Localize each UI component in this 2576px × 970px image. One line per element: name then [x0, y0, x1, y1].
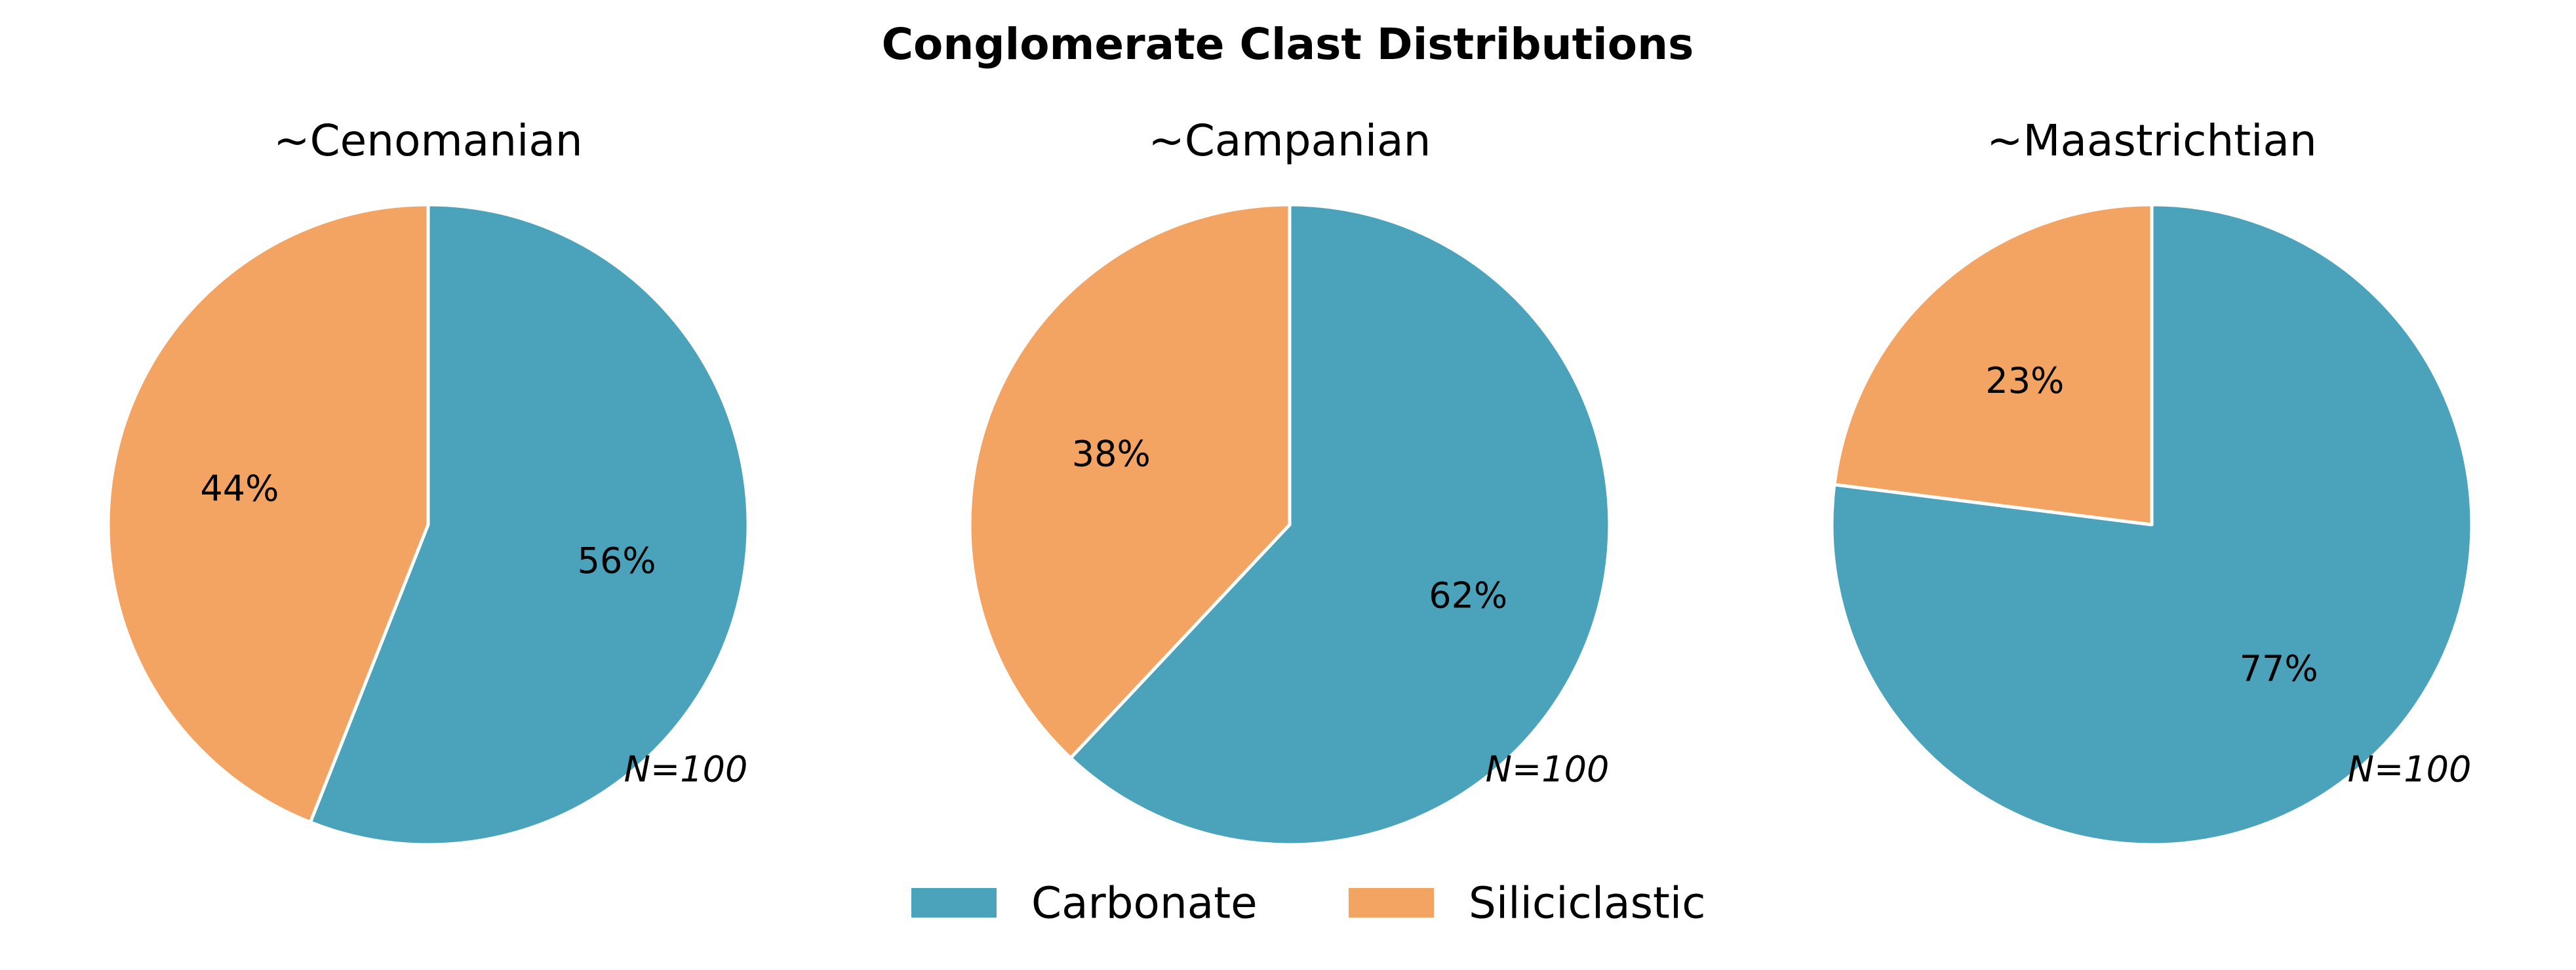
pie-value-label-siliciclastic: 38% [1072, 434, 1151, 475]
sample-size-label: N=100 [624, 749, 748, 790]
pie-title: ~Cenomanian [273, 115, 582, 166]
pie-value-label-siliciclastic: 44% [200, 468, 279, 510]
legend-swatch-siliciclastic [1349, 888, 1434, 918]
pie-slice-carbonate [308, 203, 750, 847]
pie-panel-campanian: ~Campanian 62% 38% N=100 [968, 115, 1612, 847]
legend-label-siliciclastic: Siliciclastic [1469, 878, 1706, 929]
pie-panel-cenomanian: ~Cenomanian 56% 44% N=100 [106, 115, 750, 847]
pie-value-label-siliciclastic: 23% [1985, 360, 2064, 401]
pie-panels: ~Cenomanian 56% 44% N=100 ~Campanian 62% 38% N=… [106, 115, 2474, 847]
legend-label-carbonate: Carbonate [1031, 878, 1258, 929]
legend-item-siliciclastic: Siliciclastic [1349, 878, 1706, 929]
sample-size-label: N=100 [1486, 749, 1610, 790]
legend: Carbonate Siliciclastic [911, 878, 1706, 929]
legend-item-carbonate: Carbonate [911, 878, 1258, 929]
figure-title: Conglomerate Clast Distributions [882, 19, 1694, 70]
pie-slice-siliciclastic [968, 203, 1292, 760]
legend-swatch-carbonate [911, 888, 997, 918]
pie-slice-siliciclastic [106, 203, 430, 824]
pie-slice-siliciclastic [1833, 203, 2154, 527]
sample-size-label: N=100 [2348, 749, 2472, 790]
pie-value-label-carbonate: 77% [2240, 648, 2318, 689]
pie-slice-carbonate [1069, 203, 1612, 847]
pie-value-label-carbonate: 56% [578, 540, 656, 581]
pie-value-label-carbonate: 62% [1429, 575, 1507, 616]
pie-panel-maastrichtian: ~Maastrichtian 77% 23% N=100 [1830, 115, 2474, 847]
pie-title: ~Maastrichtian [1987, 115, 2316, 166]
pie-title: ~Campanian [1149, 115, 1431, 166]
